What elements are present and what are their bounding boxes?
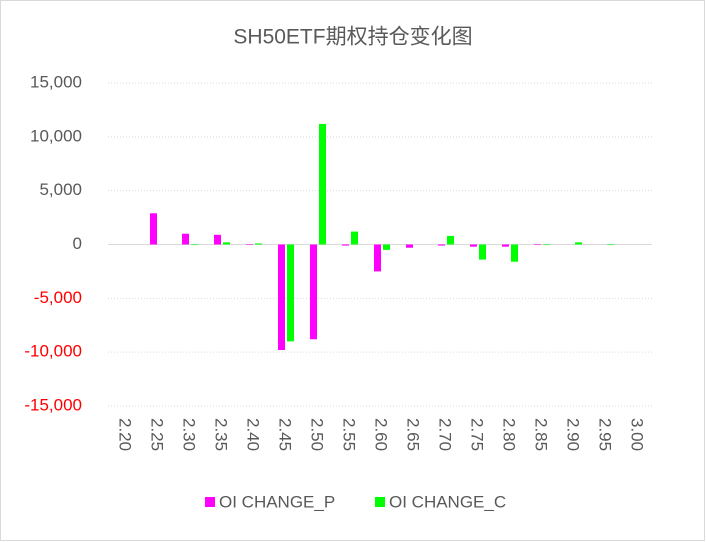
bar (511, 244, 518, 262)
bar (287, 244, 294, 342)
x-tick-label: 3.00 (628, 418, 647, 451)
x-tick-label: 2.35 (212, 418, 231, 451)
y-tick-label: -15,000 (24, 395, 82, 414)
x-tick-label: 2.80 (500, 418, 519, 451)
x-tick-label: 2.25 (148, 418, 167, 451)
x-tick-label: 2.45 (276, 418, 295, 451)
bar (310, 244, 317, 340)
bar (534, 244, 541, 246)
x-tick-label: 2.60 (372, 418, 391, 451)
bar (575, 242, 582, 245)
y-tick-label: 15,000 (30, 72, 82, 91)
bar (255, 243, 262, 245)
x-tick-label: 2.55 (340, 418, 359, 451)
x-tick-label: 2.95 (596, 418, 615, 451)
legend-swatch (205, 497, 215, 507)
x-tick-label: 2.65 (404, 418, 423, 451)
x-tick-label: 2.50 (308, 418, 327, 451)
y-tick-label: -5,000 (34, 288, 82, 307)
legend-swatch (375, 497, 385, 507)
bar (342, 244, 349, 246)
y-tick-label: -10,000 (24, 342, 82, 361)
bar (470, 244, 477, 247)
bar (182, 233, 189, 245)
legend-label: OI CHANGE_P (219, 492, 335, 511)
bar (150, 213, 157, 245)
chart-title: SH50ETF期权持仓变化图 (233, 26, 472, 49)
bar (374, 244, 381, 272)
x-tick-label: 2.75 (468, 418, 487, 451)
x-tick-label: 2.40 (244, 418, 263, 451)
bar (351, 231, 358, 245)
bar (383, 244, 390, 250)
legend-label: OI CHANGE_C (389, 492, 506, 511)
y-tick-label: 10,000 (30, 126, 82, 145)
bar (406, 244, 413, 248)
bar (246, 244, 253, 246)
bar (447, 235, 454, 245)
x-tick-label: 2.30 (180, 418, 199, 451)
bar (479, 244, 486, 260)
bar (214, 234, 221, 245)
bar (191, 244, 198, 246)
bar (278, 244, 285, 351)
bar (438, 244, 445, 246)
y-tick-label: 5,000 (39, 180, 82, 199)
bar (502, 244, 509, 247)
bar (223, 242, 230, 245)
x-tick-label: 2.70 (436, 418, 455, 451)
x-tick-label: 2.85 (532, 418, 551, 451)
bar (319, 123, 326, 245)
bar (543, 244, 550, 246)
x-tick-label: 2.90 (564, 418, 583, 451)
bar (607, 244, 614, 246)
x-tick-label: 2.20 (116, 418, 135, 451)
y-tick-label: 0 (73, 234, 82, 253)
